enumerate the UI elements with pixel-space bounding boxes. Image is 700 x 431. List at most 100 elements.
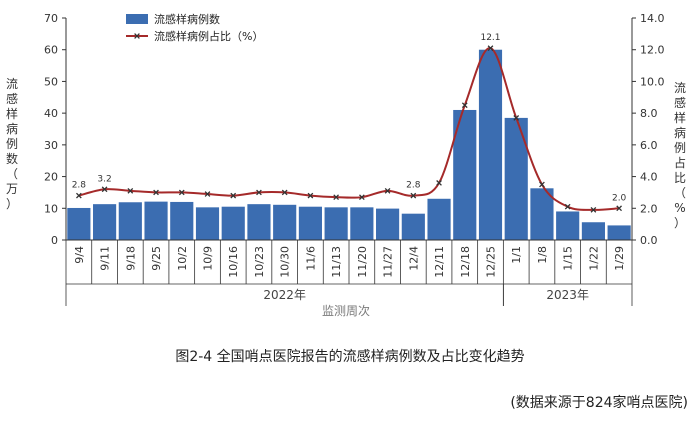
x-tick-label: 10/23 bbox=[253, 246, 266, 278]
line-point bbox=[230, 192, 237, 199]
x-tick-label: 12/25 bbox=[485, 246, 498, 278]
x-tick-label: 12/4 bbox=[407, 246, 420, 271]
figure-caption: 图2-4 全国哨点医院报告的流感样病例数及占比变化趋势 bbox=[175, 349, 525, 365]
legend-bar-swatch bbox=[126, 14, 148, 24]
x-tick-label: 10/9 bbox=[202, 246, 215, 271]
x-tick-label: 10/2 bbox=[176, 246, 189, 271]
line-point bbox=[359, 194, 365, 201]
y2-tick-label: 4.0 bbox=[640, 171, 658, 184]
bar bbox=[530, 188, 554, 240]
bar bbox=[170, 201, 194, 240]
line-point bbox=[436, 180, 442, 186]
line-point bbox=[256, 189, 262, 196]
bar bbox=[273, 204, 297, 240]
line-point bbox=[333, 194, 339, 201]
y-tick-label: 60 bbox=[44, 44, 58, 57]
bar bbox=[376, 208, 400, 240]
line-point bbox=[281, 189, 288, 196]
bar bbox=[350, 207, 374, 240]
bar-series bbox=[67, 49, 631, 240]
legend-bar-label: 流感样病例数 bbox=[154, 12, 220, 26]
y-tick-label: 70 bbox=[44, 12, 58, 25]
data-label: 3.2 bbox=[97, 174, 111, 184]
bar bbox=[478, 49, 503, 240]
y-tick-label: 30 bbox=[44, 139, 58, 152]
x-tick-label: 1/1 bbox=[510, 246, 523, 264]
bar bbox=[298, 206, 322, 240]
bar bbox=[453, 109, 477, 240]
x-tick-label: 1/8 bbox=[536, 246, 549, 264]
x-tick-label: 1/22 bbox=[587, 246, 600, 271]
x-tick-label: 1/15 bbox=[562, 246, 575, 271]
bar bbox=[607, 225, 631, 240]
legend-line-label: 流感样病例占比（%） bbox=[154, 29, 263, 43]
bar bbox=[67, 207, 91, 240]
line-point bbox=[461, 102, 468, 109]
line-point bbox=[564, 203, 571, 210]
y-tick-label: 50 bbox=[44, 75, 58, 88]
y2-tick-label: 0.0 bbox=[640, 234, 658, 247]
y2-axis-title: 流感样病例占比（%） bbox=[674, 81, 686, 230]
axes: 0 10 20 30 40 50 60 70 0.0 2.0 4.0 6.0 8.0 10.0 12.0 14… bbox=[6, 12, 686, 318]
line-point bbox=[513, 115, 520, 121]
bar bbox=[324, 207, 348, 240]
source-note: (数据来源于824家哨点医院) bbox=[510, 395, 688, 411]
year-label: 2022年 bbox=[263, 288, 306, 302]
y2-tick-label: 14.0 bbox=[640, 12, 665, 25]
line-point bbox=[153, 189, 159, 196]
x-tick-label: 9/11 bbox=[99, 246, 112, 271]
line-point bbox=[101, 186, 108, 193]
bar bbox=[144, 201, 168, 240]
data-label: 2.8 bbox=[406, 181, 421, 191]
y-axis-title: 流感样病例数（万） bbox=[6, 77, 18, 211]
x-tick-label: 10/16 bbox=[227, 246, 240, 278]
y-tick-label: 10 bbox=[44, 202, 58, 215]
bar bbox=[504, 117, 528, 240]
x-tick-label: 11/20 bbox=[356, 246, 369, 278]
x-tick-label: 9/4 bbox=[73, 246, 86, 264]
bar bbox=[581, 222, 605, 240]
x-tick-label: 12/11 bbox=[433, 246, 446, 278]
y-tick-label: 20 bbox=[44, 171, 58, 184]
y2-tick-label: 2.0 bbox=[640, 202, 658, 215]
x-tick-label: 10/30 bbox=[279, 246, 292, 278]
x-tick-label: 11/13 bbox=[330, 246, 343, 278]
line-point bbox=[204, 191, 211, 197]
line-point bbox=[76, 192, 82, 199]
y2-tick-label: 6.0 bbox=[640, 139, 658, 152]
line-point bbox=[487, 45, 494, 51]
line-point bbox=[590, 207, 597, 213]
line-point bbox=[127, 187, 134, 194]
line-point bbox=[307, 192, 314, 199]
y-tick-label: 0 bbox=[51, 234, 58, 247]
data-label: 12.1 bbox=[480, 33, 500, 43]
x-tick-label: 12/18 bbox=[459, 246, 472, 278]
bar bbox=[556, 211, 580, 240]
line-point bbox=[178, 189, 185, 196]
x-tick-label: 9/18 bbox=[124, 246, 137, 271]
line-point bbox=[410, 192, 417, 199]
y2-tick-label: 10.0 bbox=[640, 75, 665, 88]
y2-tick-label: 12.0 bbox=[640, 44, 665, 57]
x-axis-title: 监测周次 bbox=[322, 304, 370, 318]
bar bbox=[118, 202, 142, 240]
line-point bbox=[384, 187, 391, 194]
bar bbox=[93, 204, 117, 240]
ratio-line bbox=[78, 47, 620, 211]
ratio-line-series: 2.8 3.2 2.8 12.1 2.0 bbox=[72, 33, 627, 213]
line-point bbox=[539, 181, 545, 188]
bar bbox=[427, 198, 451, 240]
bar bbox=[221, 206, 245, 240]
y2-tick-label: 8.0 bbox=[640, 107, 658, 120]
bar bbox=[247, 204, 271, 240]
x-tick-label: 11/27 bbox=[382, 246, 395, 278]
x-tick-label: 9/25 bbox=[150, 246, 163, 271]
year-label: 2023年 bbox=[546, 288, 589, 302]
x-tick-label: 11/6 bbox=[304, 246, 317, 271]
bar bbox=[401, 213, 425, 240]
bar bbox=[195, 207, 220, 240]
y-tick-label: 40 bbox=[44, 107, 58, 120]
data-label: 2.8 bbox=[72, 181, 87, 191]
